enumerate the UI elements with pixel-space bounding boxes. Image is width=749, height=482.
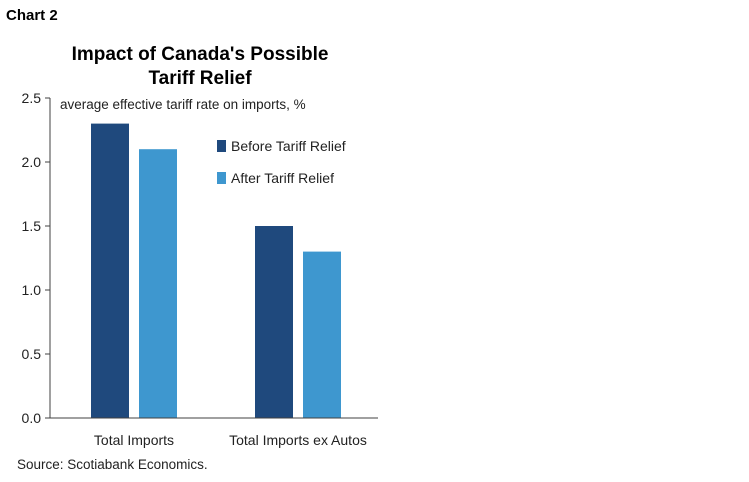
y-tick-label: 1.0 [22,282,42,298]
y-tick-label: 0.0 [22,410,42,426]
x-axis: Total Imports Total Imports ex Autos [50,417,378,448]
bar-after-1 [303,251,341,418]
bars [91,123,341,418]
legend-label-0: Before Tariff Relief [231,138,346,154]
chart-label: Chart 2 [6,7,58,24]
bar-before-1 [255,226,293,418]
x-category-label: Total Imports ex Autos [229,432,367,448]
chart-title-line-1: Impact of Canada's Possible [72,44,329,65]
bar-after-0 [139,149,177,418]
chart-title-line-2: Tariff Relief [148,68,252,89]
y-tick-label: 0.5 [22,346,42,362]
x-category-label: Total Imports [94,432,174,448]
y-tick-label: 1.5 [22,218,42,234]
y-axis: 0.0 0.5 1.0 1.5 2.0 2.5 [22,90,51,426]
legend-swatch-1 [217,172,226,184]
legend-label-1: After Tariff Relief [231,170,334,186]
y-tick-label: 2.0 [22,154,42,170]
chart-subtitle: average effective tariff rate on imports… [60,97,306,112]
source-note: Source: Scotiabank Economics. [17,457,208,472]
legend: Before Tariff Relief After Tariff Relief [217,138,346,186]
y-tick-label: 2.5 [22,90,42,106]
bar-before-0 [91,123,129,418]
legend-swatch-0 [217,140,226,152]
